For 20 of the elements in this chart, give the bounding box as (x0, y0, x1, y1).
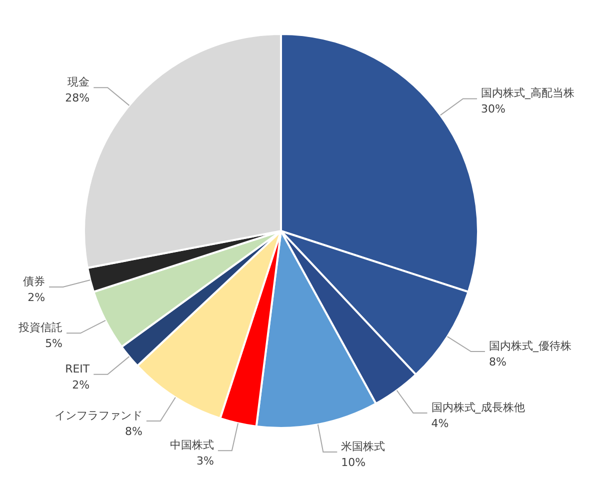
data-label: 2% (72, 378, 90, 392)
data-label: 2% (28, 290, 46, 304)
slice-label: 投資信託 (18, 321, 63, 334)
data-label: 8% (124, 424, 142, 438)
data-label: 8% (488, 356, 506, 369)
data-label: 30% (481, 102, 506, 116)
data-label: 10% (341, 456, 366, 470)
slice-label: 国内株式_優待株 (488, 340, 572, 353)
slice-label: 債券 (23, 274, 46, 288)
slice-label: 現金 (68, 76, 90, 89)
slice-label: 国内株式_高配当株 (481, 86, 575, 100)
slice-label: 国内株式_成長株他 (431, 401, 525, 414)
data-label: 5% (45, 337, 63, 350)
slice-label: 中国株式 (170, 438, 214, 452)
slice-label: REIT (65, 362, 90, 376)
slice-label: 米国株式 (341, 440, 386, 454)
slice-label: インフラファンド (54, 408, 142, 422)
data-label: 3% (196, 454, 214, 468)
data-label: 28% (65, 92, 90, 105)
data-label: 4% (431, 417, 449, 430)
